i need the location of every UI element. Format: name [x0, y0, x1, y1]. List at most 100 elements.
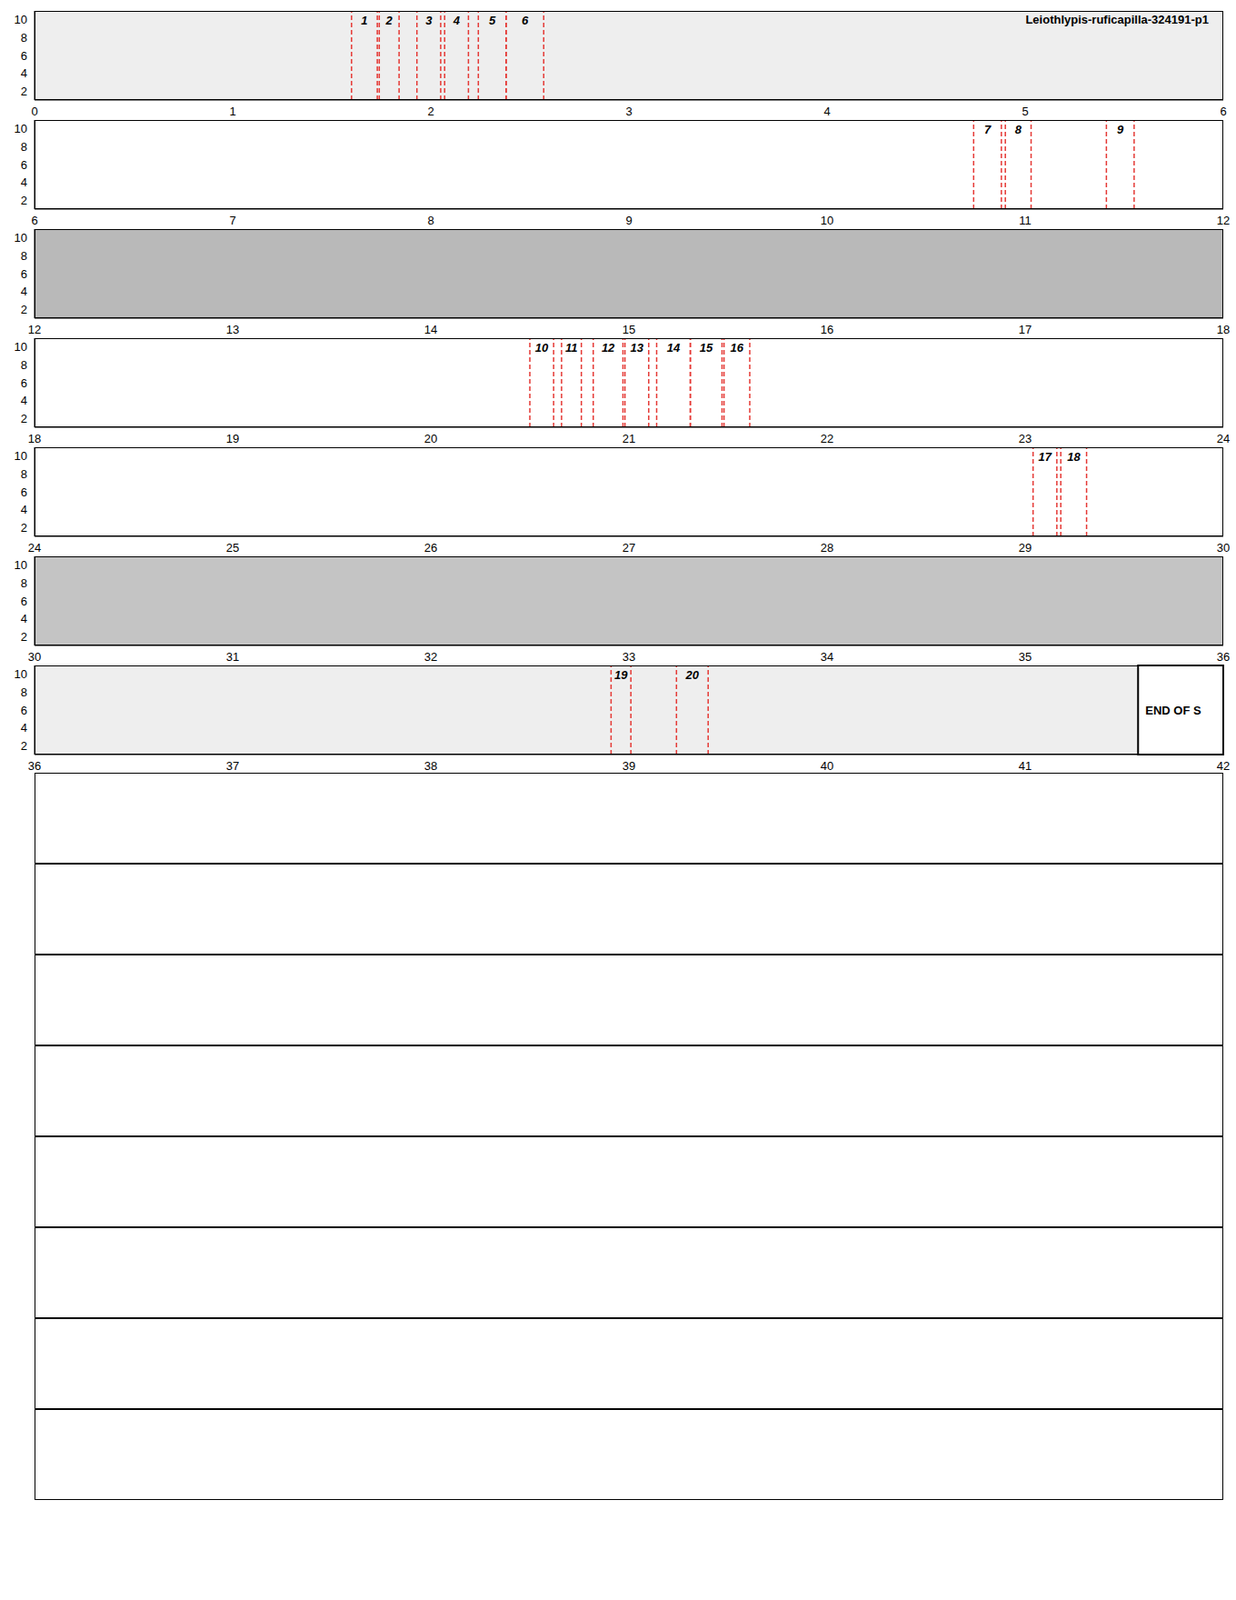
svg-text:16: 16	[820, 322, 834, 337]
svg-text:24: 24	[28, 540, 41, 555]
svg-text:10: 10	[820, 213, 834, 228]
svg-text:1: 1	[229, 104, 236, 119]
svg-text:30: 30	[1216, 540, 1230, 555]
svg-text:8: 8	[20, 467, 28, 481]
svg-text:20: 20	[685, 667, 700, 682]
svg-text:19: 19	[614, 667, 628, 682]
svg-text:26: 26	[424, 540, 438, 555]
svg-text:28: 28	[820, 540, 834, 555]
svg-text:37: 37	[226, 758, 240, 773]
svg-text:8: 8	[20, 685, 28, 699]
svg-text:31: 31	[226, 649, 240, 664]
svg-text:33: 33	[622, 649, 636, 664]
svg-text:10: 10	[14, 339, 28, 354]
svg-text:21: 21	[622, 431, 636, 446]
svg-text:36: 36	[28, 758, 41, 773]
svg-text:2: 2	[20, 193, 28, 208]
svg-text:10: 10	[535, 340, 549, 355]
svg-text:4: 4	[20, 502, 28, 517]
svg-text:6: 6	[20, 703, 28, 718]
svg-text:6: 6	[20, 594, 28, 609]
svg-text:8: 8	[1015, 122, 1023, 137]
svg-text:23: 23	[1018, 431, 1032, 446]
svg-text:16: 16	[730, 340, 745, 355]
svg-text:7: 7	[229, 213, 236, 228]
svg-text:4: 4	[20, 175, 28, 190]
svg-text:END OF S: END OF S	[1145, 703, 1202, 718]
svg-text:3: 3	[625, 104, 632, 119]
svg-text:18: 18	[28, 431, 41, 446]
svg-text:34: 34	[820, 649, 834, 664]
svg-text:8: 8	[20, 30, 28, 45]
svg-text:15: 15	[699, 340, 714, 355]
svg-text:2: 2	[20, 84, 28, 99]
svg-text:24: 24	[1216, 431, 1230, 446]
svg-text:42: 42	[1216, 758, 1230, 773]
svg-text:2: 2	[20, 302, 28, 317]
svg-text:4: 4	[452, 13, 461, 28]
svg-text:2: 2	[20, 411, 28, 426]
svg-text:6: 6	[20, 376, 28, 390]
svg-text:14: 14	[424, 322, 438, 337]
svg-text:6: 6	[20, 267, 28, 281]
svg-text:7: 7	[984, 122, 992, 137]
svg-text:10: 10	[14, 558, 28, 572]
svg-text:32: 32	[424, 649, 438, 664]
svg-text:41: 41	[1018, 758, 1032, 773]
svg-text:6: 6	[20, 49, 28, 63]
svg-text:12: 12	[1216, 213, 1230, 228]
svg-text:8: 8	[20, 139, 28, 154]
svg-text:0: 0	[30, 104, 38, 119]
svg-text:18: 18	[1066, 449, 1081, 464]
svg-text:5: 5	[1021, 104, 1028, 119]
svg-text:2: 2	[427, 104, 434, 119]
svg-text:30: 30	[28, 649, 41, 664]
svg-text:36: 36	[1216, 649, 1230, 664]
svg-text:2: 2	[385, 13, 394, 28]
svg-text:18: 18	[1216, 322, 1230, 337]
svg-text:8: 8	[20, 249, 28, 263]
svg-text:8: 8	[20, 358, 28, 372]
svg-text:2: 2	[20, 738, 28, 753]
svg-text:13: 13	[226, 322, 240, 337]
svg-text:17: 17	[1018, 322, 1032, 337]
svg-text:1: 1	[360, 13, 368, 28]
svg-text:19: 19	[226, 431, 240, 446]
svg-text:11: 11	[1018, 213, 1032, 228]
svg-text:4: 4	[20, 284, 28, 299]
svg-text:2: 2	[20, 629, 28, 644]
svg-text:9: 9	[625, 213, 632, 228]
svg-text:4: 4	[20, 720, 28, 735]
svg-text:6: 6	[20, 158, 28, 172]
svg-text:6: 6	[521, 13, 529, 28]
svg-text:35: 35	[1018, 649, 1032, 664]
svg-text:8: 8	[427, 213, 434, 228]
svg-text:38: 38	[424, 758, 438, 773]
svg-text:12: 12	[601, 340, 616, 355]
svg-text:10: 10	[14, 230, 28, 245]
svg-text:17: 17	[1038, 449, 1053, 464]
svg-text:2: 2	[20, 520, 28, 535]
svg-text:6: 6	[20, 485, 28, 499]
svg-text:8: 8	[20, 576, 28, 590]
svg-text:27: 27	[622, 540, 636, 555]
svg-text:10: 10	[14, 667, 28, 681]
svg-text:4: 4	[20, 66, 28, 80]
svg-text:40: 40	[820, 758, 834, 773]
svg-text:4: 4	[20, 393, 28, 408]
svg-text:11: 11	[565, 340, 579, 355]
svg-text:5: 5	[488, 13, 497, 28]
svg-text:6: 6	[1219, 104, 1227, 119]
svg-text:3: 3	[425, 13, 433, 28]
svg-text:39: 39	[622, 758, 636, 773]
svg-text:12: 12	[28, 322, 41, 337]
svg-text:6: 6	[30, 213, 38, 228]
svg-text:14: 14	[667, 340, 681, 355]
svg-text:25: 25	[226, 540, 240, 555]
svg-text:20: 20	[424, 431, 438, 446]
svg-text:9: 9	[1116, 122, 1125, 137]
svg-text:4: 4	[20, 611, 28, 626]
svg-text:4: 4	[823, 104, 830, 119]
svg-text:15: 15	[622, 322, 636, 337]
svg-text:10: 10	[14, 448, 28, 463]
